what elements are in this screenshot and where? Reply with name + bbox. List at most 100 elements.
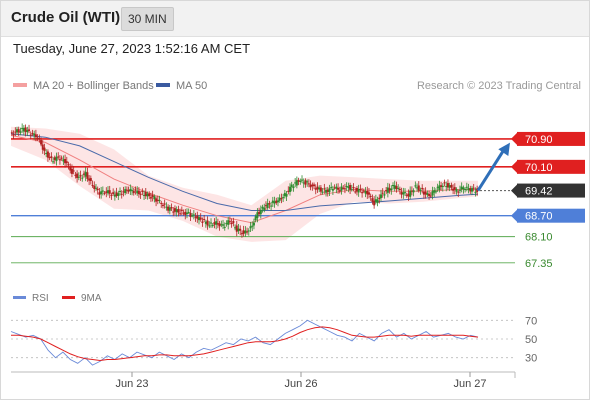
candle-body	[416, 187, 419, 189]
candle-body	[10, 132, 13, 134]
timeframe-button[interactable]: 30 MIN	[121, 7, 174, 31]
candle-body	[256, 212, 259, 218]
candle-body	[58, 159, 61, 161]
candle-body	[120, 193, 123, 195]
candle-body	[302, 182, 305, 184]
candle-body	[98, 192, 101, 195]
candle-body	[438, 185, 441, 191]
candle-body	[24, 127, 27, 132]
candle-body	[470, 188, 473, 192]
candle-body	[167, 206, 170, 211]
candle-body	[179, 213, 182, 215]
candle-body	[201, 221, 204, 223]
candle-body	[433, 190, 436, 193]
candle-body	[373, 200, 376, 206]
candle-body	[163, 203, 166, 205]
candle-body	[462, 187, 465, 190]
level-tag-pointer	[511, 209, 517, 222]
candle-body	[161, 204, 164, 206]
x-tick-label-jun-23: Jun 23	[115, 378, 148, 390]
candle-body	[385, 190, 388, 192]
candle-body	[347, 186, 350, 189]
candle-body	[273, 201, 276, 204]
candle-body	[228, 221, 231, 223]
candle-body	[132, 190, 135, 194]
candle-body	[134, 189, 137, 191]
rsi-series-9ma	[11, 326, 479, 362]
candle-body	[189, 212, 192, 217]
candle-body	[93, 185, 96, 189]
candle-body	[337, 187, 340, 190]
candle-body	[156, 199, 159, 201]
candle-body	[69, 167, 72, 171]
candle-body	[40, 140, 43, 145]
candle-body	[285, 194, 288, 197]
candle-body	[309, 184, 312, 188]
level-tag-68-70	[517, 208, 585, 223]
candle-body	[457, 191, 460, 193]
candle-body	[182, 212, 185, 214]
candle-body	[263, 207, 266, 211]
candle-body	[137, 190, 140, 195]
candle-body	[287, 190, 290, 192]
candle-body	[443, 182, 446, 184]
candle-body	[65, 161, 68, 164]
candle-body	[422, 191, 425, 195]
candle-body	[342, 187, 345, 189]
level-tag-70-90	[517, 131, 585, 146]
candle-body	[105, 191, 108, 193]
candle-body	[402, 192, 405, 195]
candle-body	[440, 185, 443, 187]
candle-body	[41, 144, 44, 150]
candle-body	[155, 198, 158, 202]
candle-body	[407, 193, 410, 197]
candle-body	[21, 127, 24, 129]
candle-body	[74, 174, 77, 176]
candle-body	[84, 171, 87, 177]
ma50-swatch	[156, 83, 170, 88]
candle-body	[170, 207, 173, 209]
level-tag-pointer	[511, 160, 517, 173]
candle-body	[275, 200, 278, 203]
candle-body	[421, 187, 424, 190]
candle-body	[330, 186, 333, 188]
candle-body	[168, 207, 171, 211]
candle-body	[139, 193, 142, 195]
candle-body	[469, 188, 472, 192]
candle-body	[254, 216, 257, 221]
candle-body	[290, 184, 293, 187]
candle-body	[119, 190, 122, 192]
candle-body	[28, 129, 31, 131]
candle-body	[204, 221, 207, 224]
candle-body	[453, 187, 456, 190]
candle-body	[53, 157, 56, 160]
candle-body	[192, 214, 195, 216]
candle-body	[216, 223, 219, 225]
candle-body	[227, 220, 230, 225]
candle-body	[45, 153, 48, 155]
candle-body	[107, 190, 110, 194]
candle-body	[282, 197, 285, 199]
candle-body	[357, 189, 360, 193]
candle-body	[359, 188, 362, 191]
candle-body	[131, 190, 134, 192]
candle-body	[467, 188, 470, 190]
candle-body	[122, 191, 125, 193]
candle-body	[117, 193, 120, 196]
candle-body	[266, 203, 269, 209]
candle-body	[149, 197, 152, 199]
candle-body	[352, 187, 355, 189]
candle-body	[313, 184, 316, 187]
rsi-tick-50: 50	[525, 334, 537, 346]
candle-body	[43, 147, 46, 151]
candle-body	[361, 192, 364, 194]
candle-body	[419, 189, 422, 191]
candle-body	[52, 161, 55, 163]
candle-body	[354, 191, 357, 193]
candle-body	[405, 194, 408, 196]
level-label-70-10: 70.10	[525, 162, 553, 174]
candle-body	[172, 211, 175, 213]
rsi-swatch	[13, 295, 26, 299]
candle-body	[103, 192, 106, 194]
